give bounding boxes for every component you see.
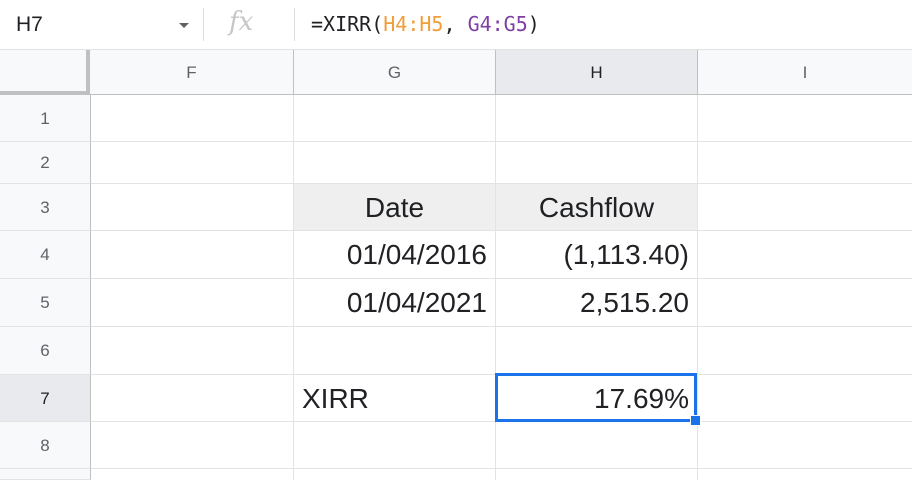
gridline bbox=[91, 326, 912, 327]
row-header-7[interactable]: 7 bbox=[0, 375, 91, 422]
column-header-h[interactable]: H bbox=[496, 50, 698, 95]
row-header-3[interactable]: 3 bbox=[0, 184, 91, 231]
name-box-value: H7 bbox=[16, 13, 43, 36]
cell-g5[interactable]: 01/04/2021 bbox=[346, 287, 487, 318]
column-header-g[interactable]: G bbox=[294, 50, 496, 95]
formula-suffix: ) bbox=[527, 12, 540, 36]
formula-input[interactable]: =XIRR(H4:H5, G4:G5) bbox=[311, 12, 540, 36]
formula-prefix: =XIRR( bbox=[311, 12, 384, 36]
divider bbox=[294, 8, 295, 41]
row-header-1[interactable]: 1 bbox=[0, 95, 91, 142]
fx-icon: fx bbox=[229, 7, 254, 37]
formula-bar: H7 fx =XIRR(H4:H5, G4:G5) bbox=[0, 0, 912, 50]
row-header-5[interactable]: 5 bbox=[0, 279, 91, 327]
column-header-i[interactable]: I bbox=[698, 50, 912, 95]
gridline bbox=[697, 95, 698, 480]
divider bbox=[203, 8, 204, 41]
gridline bbox=[293, 95, 294, 480]
row-header-4[interactable]: 4 bbox=[0, 231, 91, 279]
cell-g7[interactable]: XIRR bbox=[302, 383, 369, 414]
cell-g3[interactable]: Date bbox=[294, 184, 495, 230]
gridline bbox=[91, 183, 912, 184]
column-header-f[interactable]: F bbox=[90, 50, 294, 95]
cell-h7[interactable]: 17.69% bbox=[594, 383, 689, 414]
row-header-6[interactable]: 6 bbox=[0, 327, 91, 375]
active-cell-selection[interactable] bbox=[495, 373, 697, 422]
name-box[interactable]: H7 bbox=[0, 0, 200, 49]
formula-range-arg1: H4:H5 bbox=[383, 12, 444, 36]
cell-h4[interactable]: (1,113.40) bbox=[563, 239, 689, 270]
formula-range-arg2: G4:G5 bbox=[467, 12, 528, 36]
formula-separator: , bbox=[443, 12, 468, 36]
gridline bbox=[91, 468, 912, 469]
cell-h5[interactable]: 2,515.20 bbox=[580, 287, 689, 318]
gridline bbox=[91, 230, 912, 231]
fill-handle[interactable] bbox=[690, 415, 701, 426]
cell-g4[interactable]: 01/04/2016 bbox=[346, 239, 487, 270]
row-header-9[interactable] bbox=[0, 469, 91, 480]
row-header-8[interactable]: 8 bbox=[0, 422, 91, 469]
gridline bbox=[495, 95, 496, 480]
gridline bbox=[91, 141, 912, 142]
chevron-down-icon[interactable] bbox=[179, 23, 189, 28]
select-all-corner[interactable] bbox=[0, 50, 90, 95]
gridline bbox=[91, 278, 912, 279]
row-header-2[interactable]: 2 bbox=[0, 142, 91, 184]
cell-h3[interactable]: Cashflow bbox=[496, 184, 697, 230]
